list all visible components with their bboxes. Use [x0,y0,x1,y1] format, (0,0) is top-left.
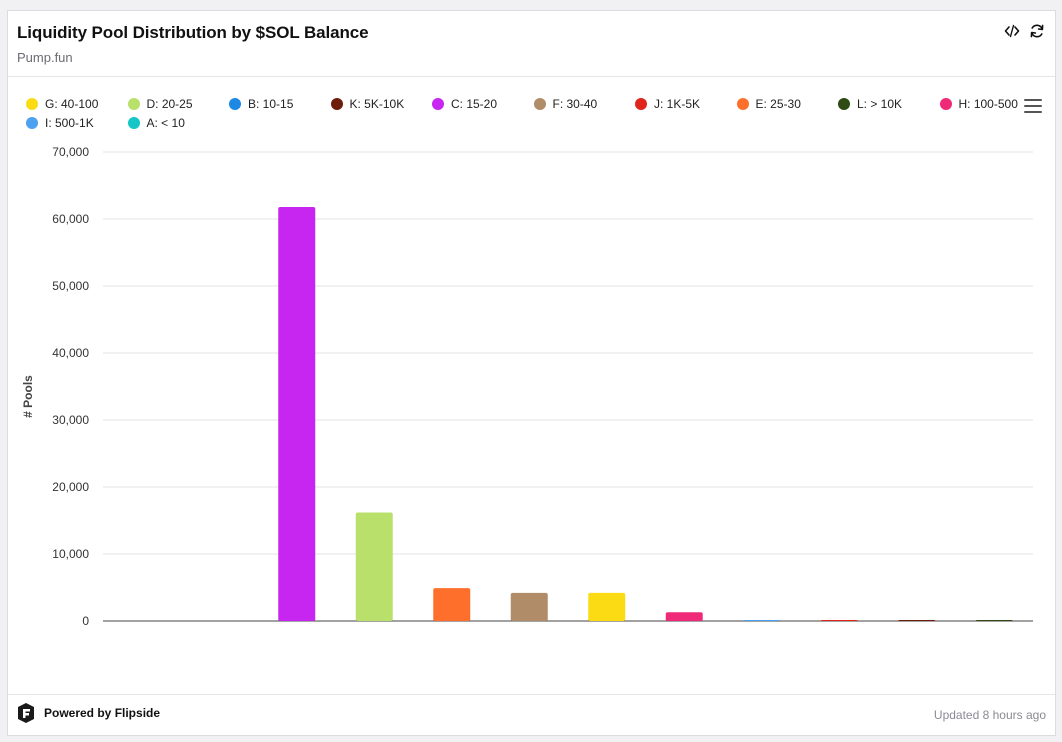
legend-color-swatch [838,98,850,110]
chart-card: Liquidity Pool Distribution by $SOL Bala… [7,10,1056,736]
bar[interactable] [278,206,316,621]
refresh-icon[interactable] [1029,23,1045,39]
bar[interactable] [510,592,548,621]
legend-label: J: 1K-5K [654,97,701,111]
y-tick-label: 60,000 [52,212,89,226]
legend-label: K: 5K-10K [349,97,405,111]
legend-item[interactable]: F: 30-40 [533,97,598,111]
powered-by[interactable]: Powered by Flipside [16,703,160,723]
legend-label: D: 20-25 [146,97,193,111]
legend-label: G: 40-100 [45,97,99,111]
legend-color-swatch [635,98,647,110]
legend-label: H: 100-500 [958,97,1018,111]
chart-title: Liquidity Pool Distribution by $SOL Bala… [17,23,369,42]
bar[interactable] [355,512,393,621]
legend-color-swatch [330,98,343,110]
legend-item[interactable]: K: 5K-10K [330,97,405,111]
legend-label: F: 30-40 [552,97,598,111]
legend-item[interactable]: G: 40-100 [26,97,98,111]
code-icon[interactable] [1004,23,1020,39]
legend-item[interactable]: D: 20-25 [127,97,193,111]
legend-item[interactable]: I: 500-1K [26,116,94,130]
card-footer: Powered by Flipside Updated 8 hours ago [8,694,1055,735]
legend-item[interactable]: C: 15-20 [432,97,497,111]
legend-item[interactable]: J: 1K-5K [635,97,700,111]
bar[interactable] [743,619,781,621]
bar[interactable] [820,620,858,621]
y-tick-label: 20,000 [52,480,89,494]
legend-color-swatch [26,117,38,129]
y-tick-label: 10,000 [52,547,89,561]
legend-color-swatch [26,98,38,110]
legend-item[interactable]: A: < 10 [127,116,185,130]
y-tick-label: 50,000 [52,279,89,293]
bar[interactable] [975,620,1013,621]
bar[interactable] [665,612,703,621]
chart-subtitle: Pump.fun [17,50,73,65]
legend-item[interactable]: B: 10-15 [229,97,293,111]
bar[interactable] [588,592,626,621]
flipside-logo-icon [18,703,34,723]
legend-color-swatch [939,98,952,110]
updated-timestamp: Updated 8 hours ago [933,708,1046,722]
legend-color-swatch [432,98,444,110]
y-tick-label: 70,000 [52,145,89,159]
legend-label: I: 500-1K [45,116,94,130]
legend-color-swatch [736,98,749,110]
legend-label: A: < 10 [146,116,185,130]
bar[interactable] [433,588,471,621]
legend-item[interactable]: H: 100-500 [939,97,1018,111]
card-header: Liquidity Pool Distribution by $SOL Bala… [8,11,1055,77]
legend-label: B: 10-15 [248,97,294,111]
legend-item[interactable]: E: 25-30 [736,97,801,111]
bar-chart: 0 10,000 20,000 30,000 40,000 50,000 60,000 70,… [21,145,1033,628]
y-tick-label: 40,000 [52,346,89,360]
legend-label: E: 25-30 [755,97,801,111]
y-tick-label: 0 [82,614,89,628]
legend-item[interactable]: L: > 10K [838,97,902,111]
legend-color-swatch [127,98,140,110]
y-tick-label: 30,000 [52,413,89,427]
legend-color-swatch [533,98,546,110]
legend-color-swatch [229,98,241,110]
chart-legend: G: 40-100 D: 20-25 B: 10-15 K: 5K-10K C: 15-… [26,97,1026,137]
y-axis-title: # Pools [21,375,35,418]
legend-label: C: 15-20 [451,97,498,111]
legend-label: L: > 10K [857,97,903,111]
powered-by-text: Powered by Flipside [44,706,161,720]
hamburger-menu-icon[interactable] [1024,99,1042,113]
legend-color-swatch [127,117,140,129]
bar[interactable] [898,620,936,621]
